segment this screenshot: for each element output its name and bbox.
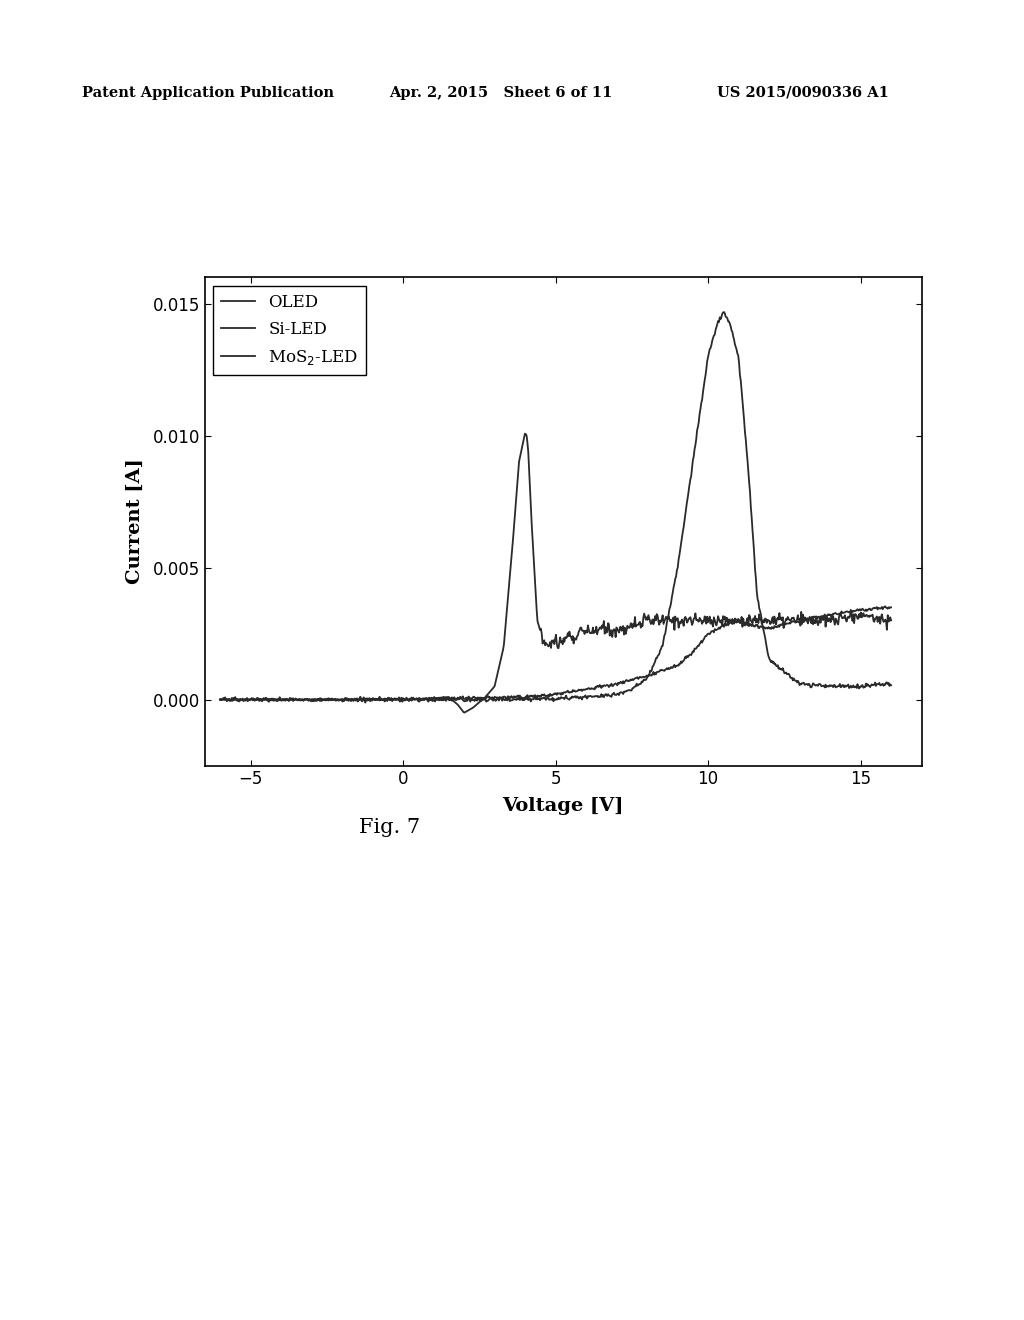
X-axis label: Voltage [V]: Voltage [V] (503, 797, 624, 814)
Text: Apr. 2, 2015   Sheet 6 of 11: Apr. 2, 2015 Sheet 6 of 11 (389, 86, 612, 100)
Text: Patent Application Publication: Patent Application Publication (82, 86, 334, 100)
Y-axis label: Current [A]: Current [A] (126, 458, 144, 585)
Text: US 2015/0090336 A1: US 2015/0090336 A1 (717, 86, 889, 100)
Legend: OLED, Si-LED, MoS$_2$-LED: OLED, Si-LED, MoS$_2$-LED (213, 285, 367, 375)
Text: Fig. 7: Fig. 7 (358, 818, 420, 837)
